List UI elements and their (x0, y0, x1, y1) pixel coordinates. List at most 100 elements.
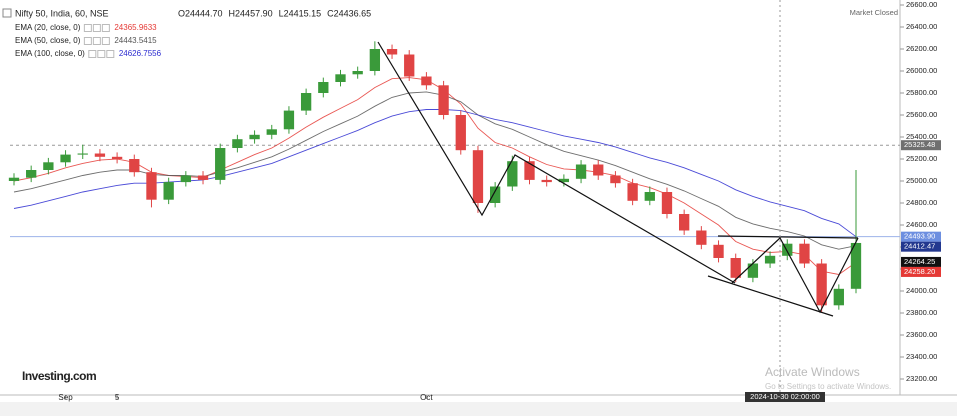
candle-body (799, 243, 810, 264)
candle-body (850, 242, 862, 289)
indicator-value: 24626.7556 (119, 49, 162, 58)
y-tick-label: 25000.00 (906, 176, 937, 185)
candle-body (696, 230, 707, 245)
y-tick-label: 26200.00 (906, 44, 937, 53)
candle-body (180, 175, 191, 183)
candle-body (438, 85, 449, 115)
crosshair-label-box (745, 392, 825, 402)
trendline (731, 237, 859, 314)
axes: 23200.00 23400.00 23600.00 23800.00 24000.00… (0, 0, 957, 402)
price-label-box (901, 266, 941, 277)
candle-body (163, 182, 174, 200)
market-status: Market Closed (850, 8, 898, 17)
toolbar (0, 402, 957, 416)
x-tick-label: Oct (420, 393, 433, 402)
indicator-value: 24443.5415 (114, 36, 157, 45)
y-tick-label: 23400.00 (906, 352, 937, 361)
y-tick-label: 23600.00 (906, 330, 937, 339)
indicator-name: EMA (100, close, 0) (15, 49, 85, 58)
y-tick-label: 25200.00 (906, 154, 937, 163)
y-tick-label: 24800.00 (906, 198, 937, 207)
candle-body (318, 82, 329, 93)
price-label: 24493.90 (904, 232, 935, 241)
trendline (717, 235, 859, 239)
trendlines (377, 41, 859, 317)
candle-body (26, 170, 37, 178)
candle-body (94, 153, 106, 157)
price-label-box (901, 241, 941, 252)
candle-body (352, 71, 363, 75)
candle-body (8, 177, 20, 181)
header-value: O24444.70 (178, 8, 223, 18)
price-label-box (901, 231, 941, 242)
indicator-icon (92, 37, 101, 45)
watermark: Activate Windows (765, 365, 860, 379)
candle-body (644, 192, 655, 201)
y-tick-label: 24600.00 (906, 220, 937, 229)
x-tick-label: Sep (58, 393, 73, 402)
candle-body (421, 76, 432, 86)
indicator-name: EMA (50, close, 0) (15, 36, 81, 45)
price-label: 25325.48 (904, 140, 935, 149)
price-label-box (901, 140, 941, 151)
y-tick-label: 25400.00 (906, 132, 937, 141)
candle-body (197, 175, 209, 180)
y-tick-label: 26000.00 (906, 66, 937, 75)
y-tick-label: 23200.00 (906, 374, 937, 383)
trendline (707, 275, 834, 317)
candle-body (816, 263, 827, 306)
candle-body (43, 162, 54, 170)
price-label: 24258.20 (904, 267, 935, 276)
indicator-value: 24365.9633 (114, 23, 157, 32)
header-value: C24436.65 (327, 8, 371, 18)
candle-body (610, 175, 621, 184)
candle-body (472, 150, 484, 203)
indicator-icon (83, 24, 92, 32)
candle-body (386, 49, 398, 55)
candle-body (764, 255, 776, 264)
candle-body (661, 192, 673, 214)
candle-body (558, 178, 570, 183)
y-tick-label: 25800.00 (906, 88, 937, 97)
candle-body (283, 110, 295, 130)
candle-body (60, 154, 71, 163)
candle-body (249, 134, 260, 140)
indicator-icon (97, 50, 106, 58)
candle-body (541, 179, 552, 183)
candle-body (593, 164, 604, 176)
crosshair-label: 2024-10-30 02:00:00 (750, 392, 820, 401)
candle-body (111, 156, 123, 159)
candle-body (369, 49, 381, 71)
candle-body (575, 164, 587, 179)
candle-body (747, 263, 759, 278)
candle-body (232, 139, 243, 148)
candle-body (730, 258, 741, 278)
x-tick-label: 5 (115, 393, 120, 402)
indicator-icon (101, 24, 110, 32)
header-value: L24415.15 (279, 8, 322, 18)
indicator-icon (83, 37, 92, 45)
indicator-icon (92, 24, 101, 32)
chart-title: Nifty 50, India, 60, NSE (15, 8, 109, 18)
indicator-icon (106, 50, 115, 58)
candle-body (507, 161, 518, 187)
watermark: Go to Settings to activate Windows. (765, 382, 891, 391)
indicator-name: EMA (20, close, 0) (15, 23, 81, 32)
candle-body (215, 148, 226, 180)
indicator-icon (101, 37, 110, 45)
candle-body (455, 115, 466, 151)
y-tick-label: 24000.00 (906, 286, 937, 295)
candle-body (77, 153, 88, 155)
price-label-box (901, 256, 941, 267)
menu-icon (2, 8, 12, 18)
candle-body (782, 243, 793, 256)
price-label: 24264.25 (904, 257, 935, 266)
candle-body (833, 288, 844, 306)
candle-body (489, 186, 501, 203)
header-value: H24457.90 (229, 8, 273, 18)
header: Nifty 50, India, 60, NSE Market Closed I… (0, 8, 957, 416)
candle-body (129, 159, 140, 173)
candle-body (266, 129, 277, 135)
trendline (377, 41, 736, 284)
